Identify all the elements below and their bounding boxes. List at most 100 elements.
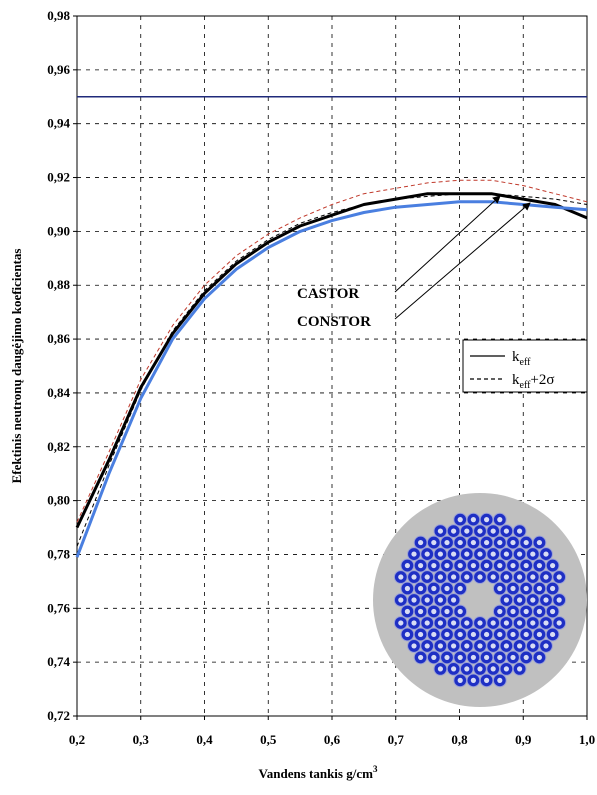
y-tick-label: 0,82 (47, 439, 70, 454)
x-axis-label-text: Vandens tankis g/cm (259, 766, 374, 781)
assembly-core (477, 620, 483, 626)
assembly-core (444, 539, 450, 546)
assembly-core (536, 608, 543, 615)
assembly-core (437, 666, 443, 672)
x-tick-label: 0,9 (515, 732, 532, 747)
y-tick-label: 0,76 (47, 600, 70, 615)
legend-label: keff+2σ (512, 372, 554, 391)
assembly-core (556, 620, 562, 626)
series-line (76, 179, 588, 523)
assembly-core (497, 585, 503, 592)
assembly-core (530, 643, 536, 649)
assembly-core (464, 643, 470, 649)
y-tick-label: 0,92 (47, 170, 70, 185)
assembly-core (418, 654, 424, 661)
assembly-core (490, 551, 496, 557)
assembly-core (470, 517, 476, 523)
x-tick-label: 0,8 (451, 732, 468, 747)
assembly-core (490, 643, 496, 649)
assembly-core (437, 551, 443, 557)
assembly-core (457, 585, 463, 592)
assembly-core (503, 551, 509, 557)
assembly-core (523, 608, 529, 615)
assembly-core (517, 574, 523, 580)
assembly-core (517, 551, 523, 557)
x-axis-label: Vandens tankis g/cm3 (259, 764, 378, 781)
assembly-core (503, 574, 509, 580)
assembly-core (437, 597, 443, 603)
assembly-core (457, 608, 463, 615)
assembly-core (490, 666, 496, 672)
legend-box (462, 339, 588, 393)
assembly-core (477, 643, 483, 649)
assembly-core (418, 608, 424, 615)
x-tick-label: 0,2 (69, 732, 85, 747)
assembly-core (543, 551, 549, 557)
assembly-core (464, 620, 470, 626)
assembly-core (484, 631, 490, 638)
assembly-core (510, 654, 516, 661)
assembly-core (543, 597, 549, 603)
x-tick-label: 1,0 (579, 732, 595, 747)
assembly-core (517, 666, 523, 672)
assembly-core (484, 677, 490, 683)
assembly-core (424, 620, 430, 626)
y-tick-label: 0,84 (47, 385, 70, 400)
assembly-core (431, 608, 437, 615)
assembly-core (477, 528, 483, 534)
assembly-core (550, 562, 556, 569)
assembly-core (477, 574, 483, 580)
assembly-core (536, 585, 543, 592)
assembly-core (404, 608, 410, 615)
assembly-core (424, 574, 430, 580)
y-tick-label: 0,98 (47, 8, 70, 23)
assembly-core (497, 562, 503, 569)
assembly-core (470, 631, 476, 638)
assembly-core (464, 528, 470, 534)
assembly-core (437, 620, 443, 626)
assembly-core (411, 551, 417, 557)
assembly-core (437, 528, 443, 534)
y-tick-label: 0,80 (47, 493, 70, 508)
assembly-core (470, 539, 476, 546)
assembly-core (457, 654, 463, 661)
assembly-core (556, 597, 562, 603)
assembly-core (457, 517, 463, 523)
inset-assemblies (393, 512, 567, 688)
assembly-core (543, 620, 549, 626)
assembly-core (523, 585, 529, 592)
assembly-core (530, 620, 536, 626)
inset-disk (373, 493, 587, 707)
annotation: CONSTOR (297, 314, 371, 330)
y-tick-label: 0,88 (47, 277, 70, 292)
assembly-core (464, 551, 470, 557)
y-tick-label: 0,94 (47, 116, 70, 131)
assembly-core (523, 539, 529, 546)
assembly-core (431, 585, 437, 592)
assembly-core (550, 631, 556, 638)
assembly-core (451, 528, 457, 534)
y-tick-label: 0,74 (47, 654, 70, 669)
assembly-core (497, 608, 503, 615)
assembly-core (490, 574, 496, 580)
x-tick-label: 0,6 (324, 732, 341, 747)
y-tick-label: 0,72 (47, 708, 70, 723)
assembly-core (431, 654, 437, 661)
assembly-core (510, 608, 516, 615)
assembly-core (517, 597, 523, 603)
assembly-core (470, 562, 476, 569)
series-line (76, 193, 588, 547)
assembly-core (451, 574, 457, 580)
legend-label-part: +2σ (530, 372, 554, 388)
annotation-arrow (394, 202, 531, 320)
assembly-core (517, 620, 523, 626)
y-tick-label: 0,96 (47, 62, 70, 77)
y-tick-label: 0,90 (47, 223, 70, 238)
assembly-core (550, 585, 556, 592)
assembly-core (431, 539, 437, 546)
assembly-core (470, 654, 476, 661)
assembly-core (523, 562, 529, 569)
assembly-core (457, 562, 463, 569)
assembly-core (503, 666, 509, 672)
assembly-core (404, 562, 410, 569)
